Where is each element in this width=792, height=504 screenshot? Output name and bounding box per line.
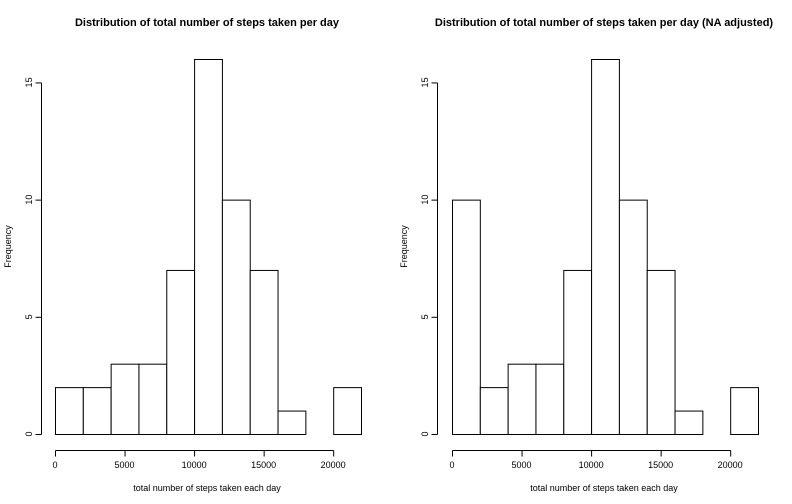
x-tick-label: 20000 bbox=[321, 460, 346, 470]
x-tick-label: 15000 bbox=[251, 460, 276, 470]
x-tick-label: 10000 bbox=[182, 460, 207, 470]
histogram-bar bbox=[277, 410, 307, 435]
bars bbox=[452, 59, 760, 435]
y-axis: 0 5 10 15 bbox=[420, 77, 438, 437]
y-axis-label: Frequency bbox=[399, 225, 409, 268]
y-tick-label: 15 bbox=[420, 77, 430, 87]
x-tick-label: 0 bbox=[52, 460, 57, 470]
x-tick-label: 10000 bbox=[579, 460, 604, 470]
y-tick-label: 0 bbox=[24, 431, 34, 436]
x-tick-label: 5000 bbox=[512, 460, 532, 470]
x-axis-label: total number of steps taken each day bbox=[530, 483, 678, 493]
y-tick-label: 10 bbox=[24, 195, 34, 205]
histogram-bar bbox=[138, 363, 168, 435]
histogram-bar bbox=[166, 269, 196, 435]
histogram-bar bbox=[646, 269, 676, 435]
x-tick-label: 20000 bbox=[718, 460, 743, 470]
histogram-bar bbox=[82, 387, 112, 435]
histogram-bar bbox=[221, 199, 251, 435]
chart-title: Distribution of total number of steps ta… bbox=[435, 17, 774, 29]
x-axis: 0 5000 10000 15000 20000 bbox=[52, 450, 346, 470]
y-tick-label: 5 bbox=[24, 314, 34, 319]
histogram-bar bbox=[563, 269, 593, 435]
histogram-panel-original: Distribution of total number of steps ta… bbox=[3, 17, 363, 493]
histogram-bar bbox=[730, 387, 760, 435]
histogram-bar bbox=[591, 59, 620, 435]
histogram-bar bbox=[618, 199, 648, 435]
histogram-bar bbox=[194, 59, 223, 435]
y-axis: 0 5 10 15 bbox=[24, 77, 42, 437]
x-tick-label: 0 bbox=[449, 460, 454, 470]
histogram-bar bbox=[535, 363, 565, 435]
histogram-bar bbox=[479, 387, 509, 435]
histogram-bar bbox=[452, 199, 481, 435]
histogram-bar bbox=[55, 387, 84, 435]
chart-title: Distribution of total number of steps ta… bbox=[75, 17, 340, 29]
y-axis-label: Frequency bbox=[3, 225, 13, 268]
histogram-bar bbox=[507, 363, 537, 435]
x-axis-label: total number of steps taken each day bbox=[133, 483, 281, 493]
y-tick-label: 15 bbox=[24, 77, 34, 87]
histogram-bar bbox=[674, 410, 704, 435]
y-tick-label: 10 bbox=[420, 195, 430, 205]
y-tick-label: 0 bbox=[420, 431, 430, 436]
histogram-bar bbox=[110, 363, 140, 435]
x-tick-label: 15000 bbox=[648, 460, 673, 470]
x-tick-label: 5000 bbox=[115, 460, 135, 470]
x-axis: 0 5000 10000 15000 20000 bbox=[449, 450, 743, 470]
histogram-bar bbox=[333, 387, 363, 435]
bars bbox=[55, 59, 363, 435]
histogram-panel-na-adjusted: Distribution of total number of steps ta… bbox=[399, 17, 773, 493]
histogram-bar bbox=[249, 269, 279, 435]
y-tick-label: 5 bbox=[420, 314, 430, 319]
